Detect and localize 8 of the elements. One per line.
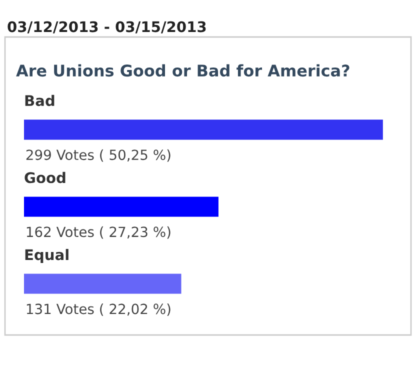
y-tick-label: Equal	[25, 248, 68, 264]
data-label: 299 Votes ( 50,25 %)	[26, 149, 170, 162]
chart-subtitle: Are Unions Good or Bad for America?	[16, 64, 350, 77]
y-tick-label: Good	[24, 172, 66, 184]
data-label: 162 Votes ( 27,23 %)	[26, 226, 170, 239]
data-label: 131 Votes ( 22,02 %)	[26, 303, 170, 316]
chart-title: 03/12/2013 - 03/15/2013	[8, 21, 206, 34]
y-tick-label: Bad	[25, 94, 54, 106]
